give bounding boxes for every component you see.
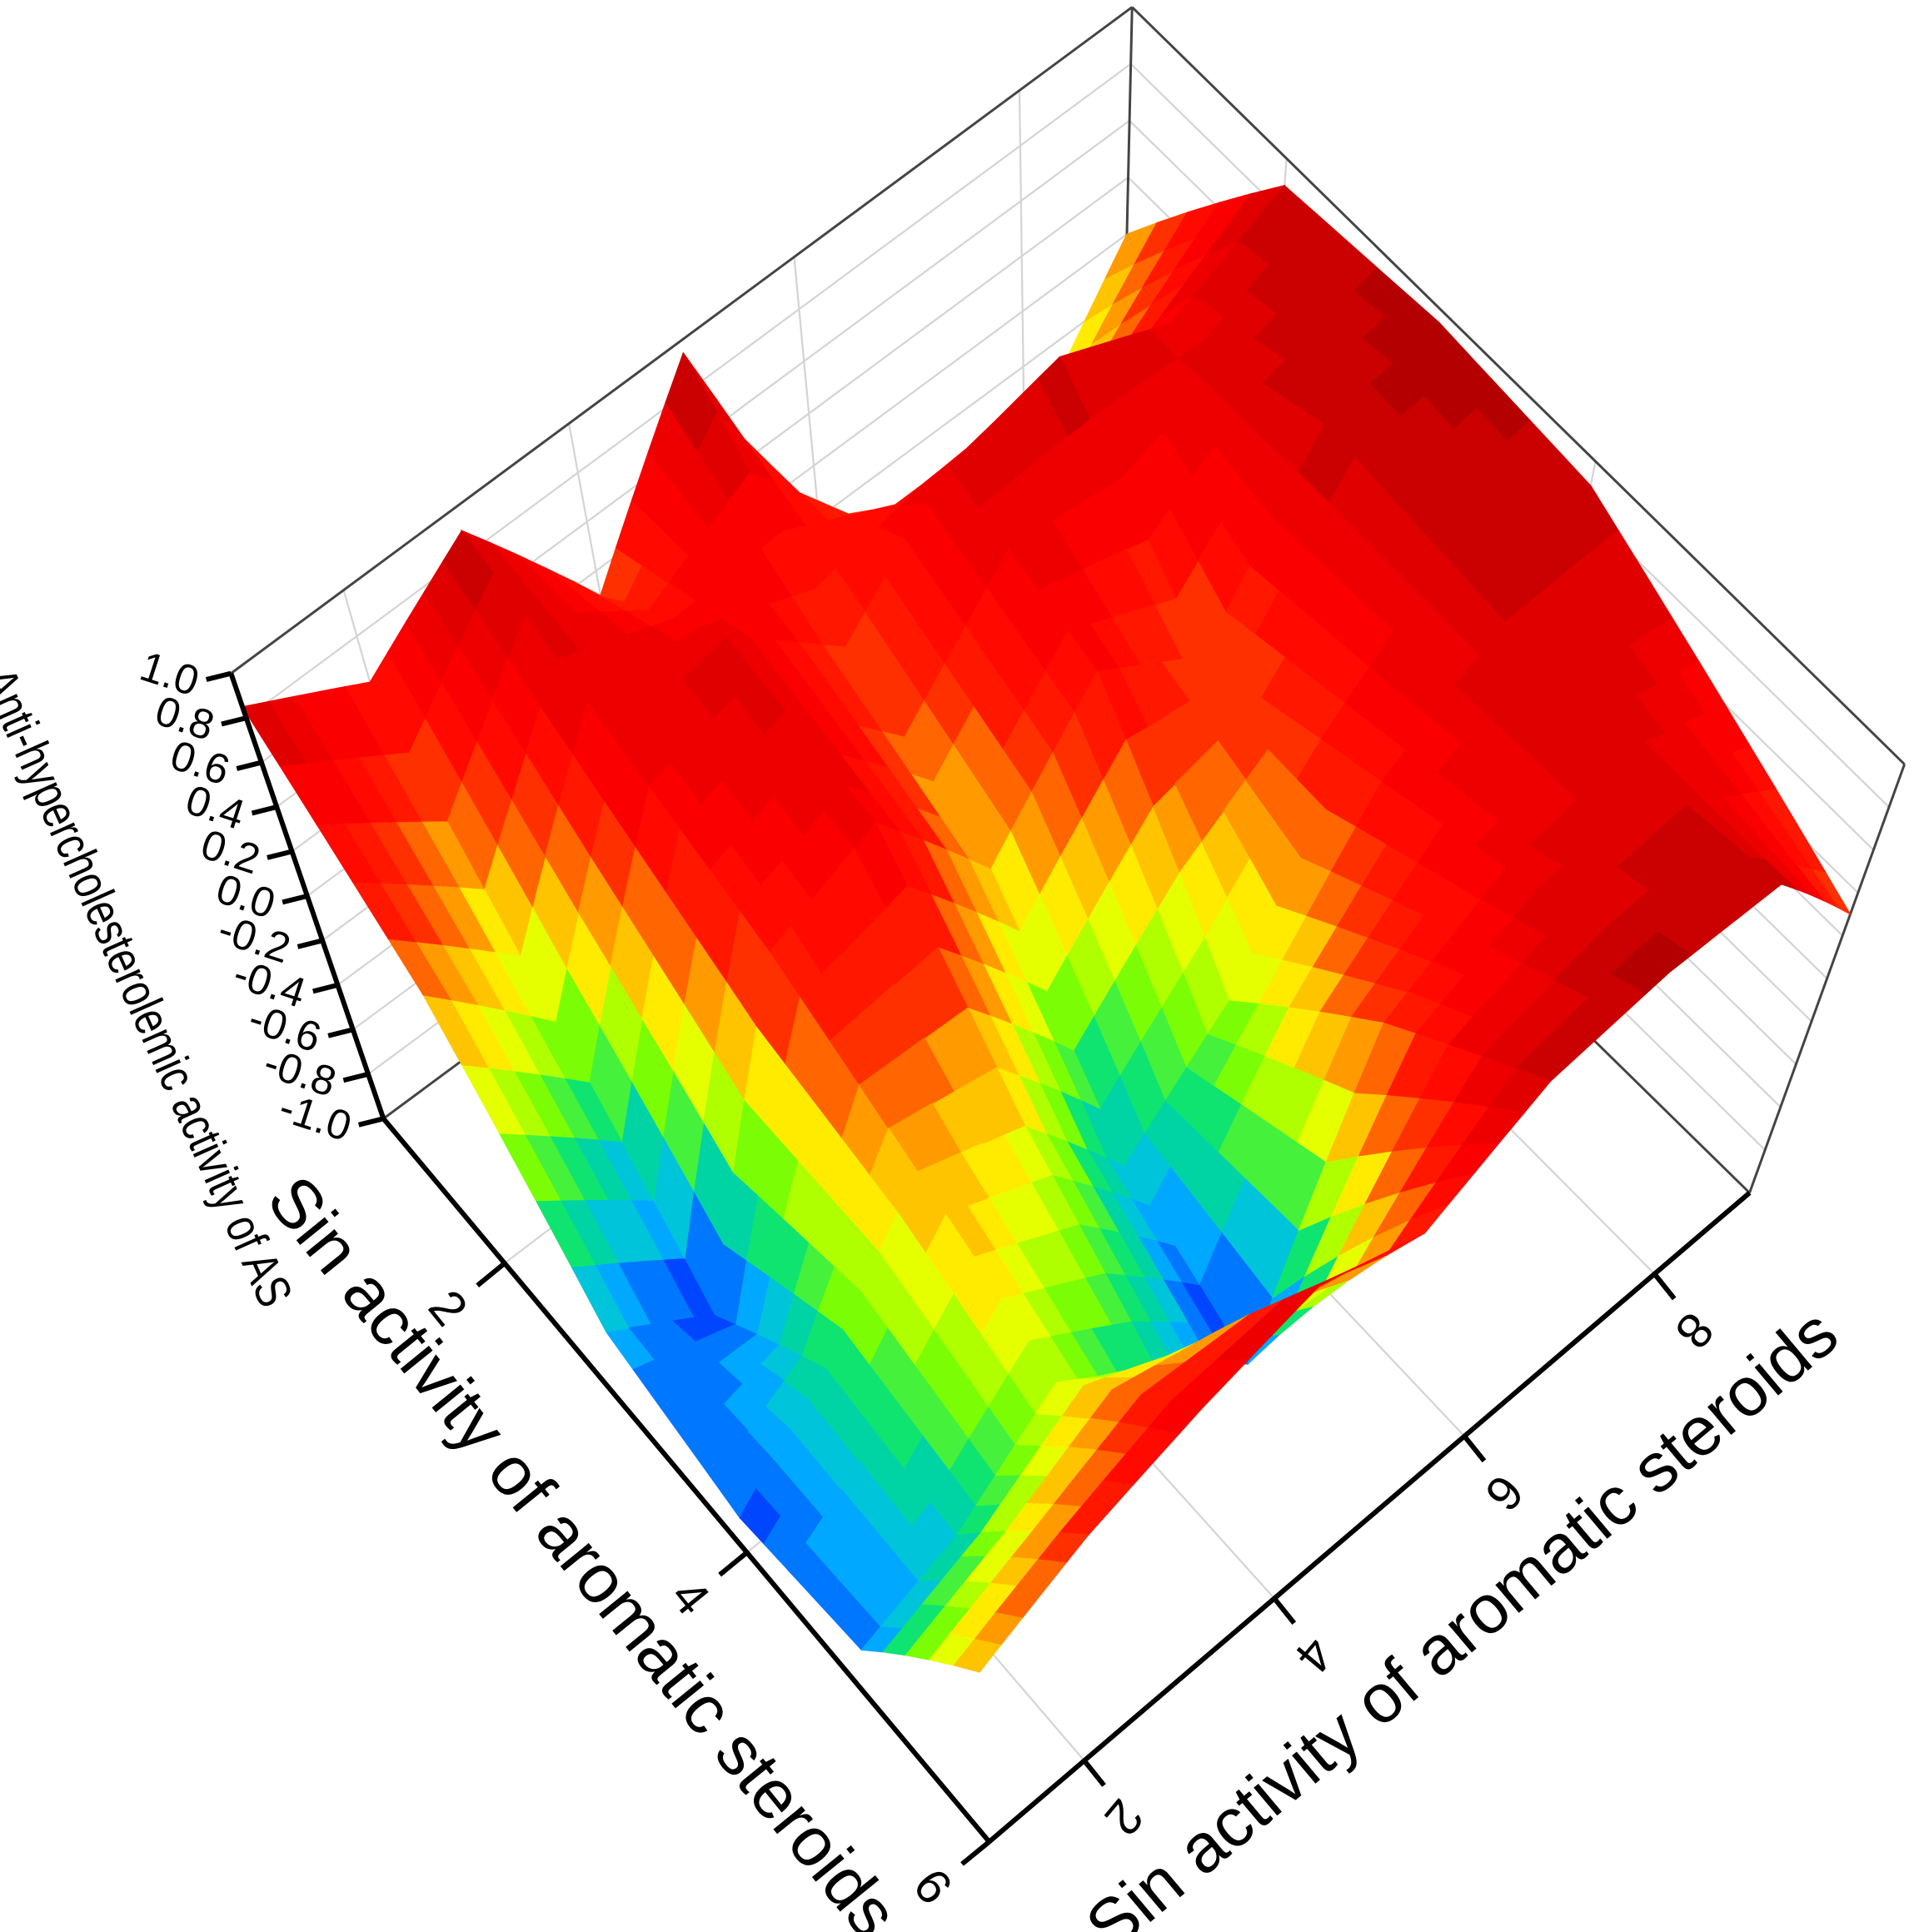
box-edge — [230, 6, 1134, 675]
box-edge — [1748, 764, 1906, 1193]
y-tick — [1462, 1434, 1487, 1463]
y-tick-label: 8 — [1664, 1302, 1725, 1359]
y-tick — [1082, 1759, 1106, 1787]
z-tick — [205, 670, 232, 682]
surface-patch — [953, 1638, 1002, 1673]
z-tick — [297, 938, 323, 949]
box-edge — [1131, 6, 1906, 765]
y-tick — [1272, 1596, 1297, 1625]
z-tick — [221, 715, 247, 727]
z-tick — [327, 1027, 354, 1038]
z-tick — [251, 804, 277, 816]
y-tick — [1652, 1272, 1677, 1301]
x-tick — [718, 1551, 749, 1577]
z-tick — [267, 849, 293, 860]
surface-patch — [1488, 1067, 1552, 1113]
x-axis-line — [381, 1117, 991, 1844]
y-tick-label: 4 — [1284, 1627, 1345, 1684]
y-tick-label: 2 — [1094, 1789, 1155, 1845]
surface-patch — [1074, 670, 1127, 779]
x-tick — [476, 1261, 506, 1287]
z-tick — [357, 1116, 385, 1128]
x-tick-label: 6 — [903, 1858, 964, 1915]
z-tick — [312, 983, 339, 994]
x-tick — [960, 1840, 991, 1866]
z-tick — [282, 894, 308, 905]
y-axis-line — [987, 1191, 1752, 1844]
z-tick-label: -1.0 — [274, 1083, 357, 1150]
surface — [242, 184, 1852, 1673]
surface-patch — [242, 700, 307, 767]
z-tick — [236, 759, 262, 771]
z-tick — [342, 1071, 369, 1083]
y-tick-label: 6 — [1474, 1465, 1535, 1521]
